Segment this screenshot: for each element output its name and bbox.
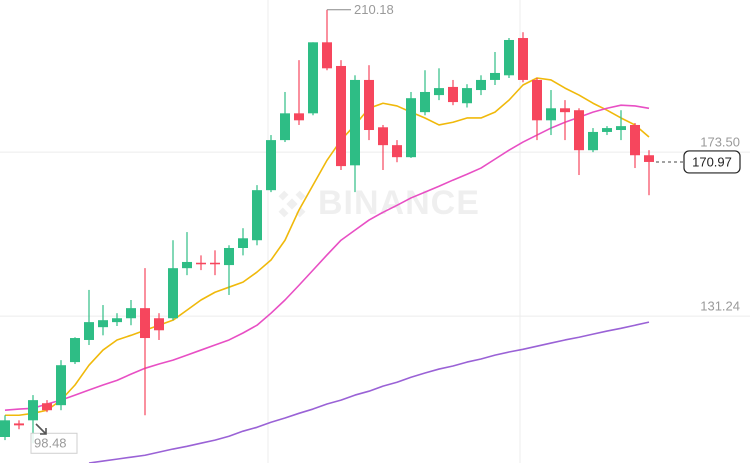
candle-body: [238, 238, 248, 248]
candle-body: [448, 86, 458, 103]
candle-body: [322, 42, 332, 69]
candle-body: [294, 113, 304, 121]
candle-body: [210, 262, 220, 265]
candle-body: [644, 155, 654, 162]
candle-body: [266, 140, 276, 191]
candle-body: [560, 108, 570, 113]
candle-body: [378, 127, 388, 146]
ma-line: [88, 321, 650, 463]
candle-body: [462, 88, 472, 104]
candle-body: [406, 98, 416, 158]
candle-body: [420, 91, 430, 113]
candle-body: [434, 88, 444, 96]
candle-body: [630, 124, 640, 156]
low-label: 98.48: [34, 436, 67, 451]
candle-body: [588, 131, 598, 151]
candle-body: [154, 318, 164, 331]
watermark-logo: [278, 190, 306, 218]
ma-line: [5, 77, 650, 417]
candle-body: [336, 65, 346, 167]
ma-line: [4, 104, 650, 412]
candle-body: [126, 308, 136, 319]
y-tick-label: 131.24: [700, 299, 740, 314]
candle-body: [490, 72, 500, 80]
watermark-text: BINANCE: [318, 184, 480, 222]
candle-body: [476, 79, 486, 91]
candle-body: [140, 308, 150, 339]
low-label-box: [30, 432, 78, 454]
candle-body: [56, 365, 66, 406]
candle-body: [196, 262, 206, 265]
y-tick-label: 173.50: [700, 135, 740, 150]
candle-body: [602, 128, 612, 132]
candle-body: [28, 400, 38, 421]
candle-body: [280, 113, 290, 141]
candle-body: [182, 261, 192, 269]
candle-body: [252, 190, 262, 241]
candle-body: [70, 338, 80, 363]
candle-body: [42, 403, 52, 411]
candle-body: [84, 322, 94, 340]
candle-body: [392, 145, 402, 158]
candle-body: [168, 268, 178, 319]
candle-body: [574, 110, 584, 151]
candle-body: [224, 247, 234, 266]
candle-body: [364, 79, 374, 131]
candle-body: [546, 108, 556, 121]
candle-body: [0, 420, 10, 437]
candle-body: [98, 320, 108, 328]
candle-body: [308, 42, 318, 114]
last-price-label: 170.97: [692, 154, 732, 169]
watermark: BINANCE: [278, 184, 480, 222]
candle-body: [616, 126, 626, 131]
candle-body: [350, 79, 360, 166]
candle-body: [518, 38, 528, 80]
last-price-box: [683, 150, 741, 174]
candle-body: [532, 79, 542, 121]
expand-icon[interactable]: [35, 423, 47, 435]
candle-body: [504, 39, 514, 76]
candle-body: [112, 318, 122, 323]
high-label: 210.18: [354, 2, 394, 17]
candle-body: [14, 423, 24, 426]
